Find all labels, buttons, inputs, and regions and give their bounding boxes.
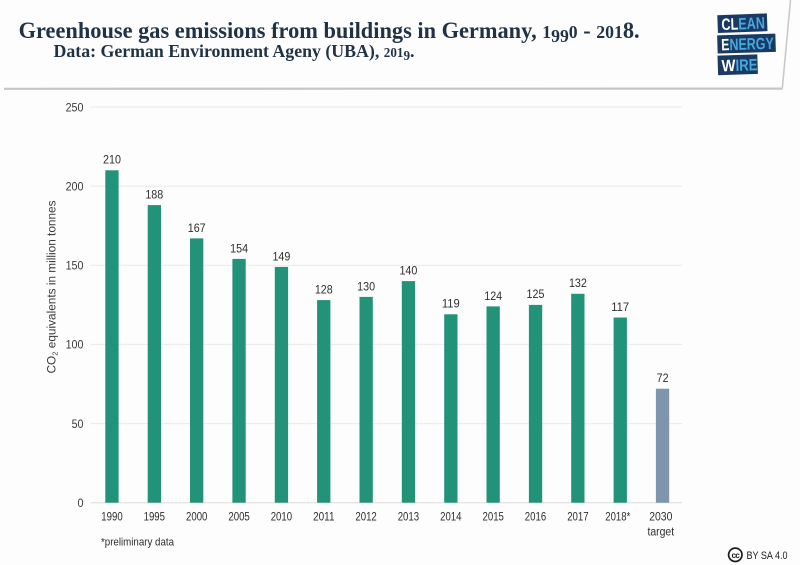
svg-text:72: 72 — [657, 373, 669, 385]
svg-text:CL: CL — [721, 15, 739, 34]
svg-text:132: 132 — [569, 278, 587, 290]
svg-text:250: 250 — [66, 102, 84, 114]
svg-text:140: 140 — [399, 266, 417, 278]
svg-text:2012: 2012 — [355, 512, 376, 524]
svg-text:125: 125 — [527, 289, 545, 301]
svg-text:1995: 1995 — [144, 512, 165, 524]
svg-text:2014: 2014 — [440, 512, 462, 524]
svg-text:W: W — [721, 57, 736, 75]
svg-text:149: 149 — [272, 251, 290, 263]
svg-text:128: 128 — [315, 285, 333, 297]
svg-text:119: 119 — [442, 299, 460, 311]
svg-text:BY SA 4.0: BY SA 4.0 — [747, 550, 788, 562]
svg-text:cc: cc — [732, 551, 741, 560]
svg-text:2005: 2005 — [228, 512, 249, 524]
svg-text:210: 210 — [103, 155, 121, 167]
svg-text:2013: 2013 — [398, 512, 419, 524]
svg-text:100: 100 — [66, 340, 84, 352]
svg-text:200: 200 — [66, 181, 84, 193]
svg-text:2010: 2010 — [271, 512, 292, 524]
svg-text:NERGY: NERGY — [729, 35, 774, 54]
svg-text:154: 154 — [230, 243, 248, 255]
svg-text:2015: 2015 — [483, 512, 504, 524]
svg-text:188: 188 — [145, 190, 163, 202]
svg-text:150: 150 — [66, 261, 84, 273]
svg-text:130: 130 — [357, 281, 375, 293]
svg-text:2017: 2017 — [567, 512, 588, 524]
svg-text:E: E — [721, 36, 730, 54]
svg-text:167: 167 — [188, 223, 206, 235]
svg-text:target: target — [647, 527, 674, 539]
svg-text:2030: 2030 — [649, 511, 672, 523]
svg-text:2000: 2000 — [186, 512, 207, 524]
svg-text:0: 0 — [78, 498, 84, 510]
svg-text:Data: German Environment Ageny: Data: German Environment Ageny (UBA), 20… — [54, 41, 415, 63]
svg-text:124: 124 — [484, 291, 502, 303]
svg-text:IRE: IRE — [735, 56, 757, 75]
svg-text:*preliminary data: *preliminary data — [101, 537, 175, 549]
svg-text:2016: 2016 — [525, 512, 546, 524]
svg-text:EAN: EAN — [738, 14, 765, 33]
svg-text:CO2 equivalents in million ton: CO2 equivalents in million tonnes — [47, 200, 60, 373]
svg-text:1990: 1990 — [101, 512, 122, 524]
svg-text:Greenhouse gas emissions from: Greenhouse gas emissions from buildings … — [19, 18, 640, 46]
svg-text:2011: 2011 — [313, 512, 334, 524]
svg-text:117: 117 — [611, 302, 629, 314]
svg-text:2018*: 2018* — [605, 512, 630, 524]
svg-text:50: 50 — [72, 419, 84, 431]
